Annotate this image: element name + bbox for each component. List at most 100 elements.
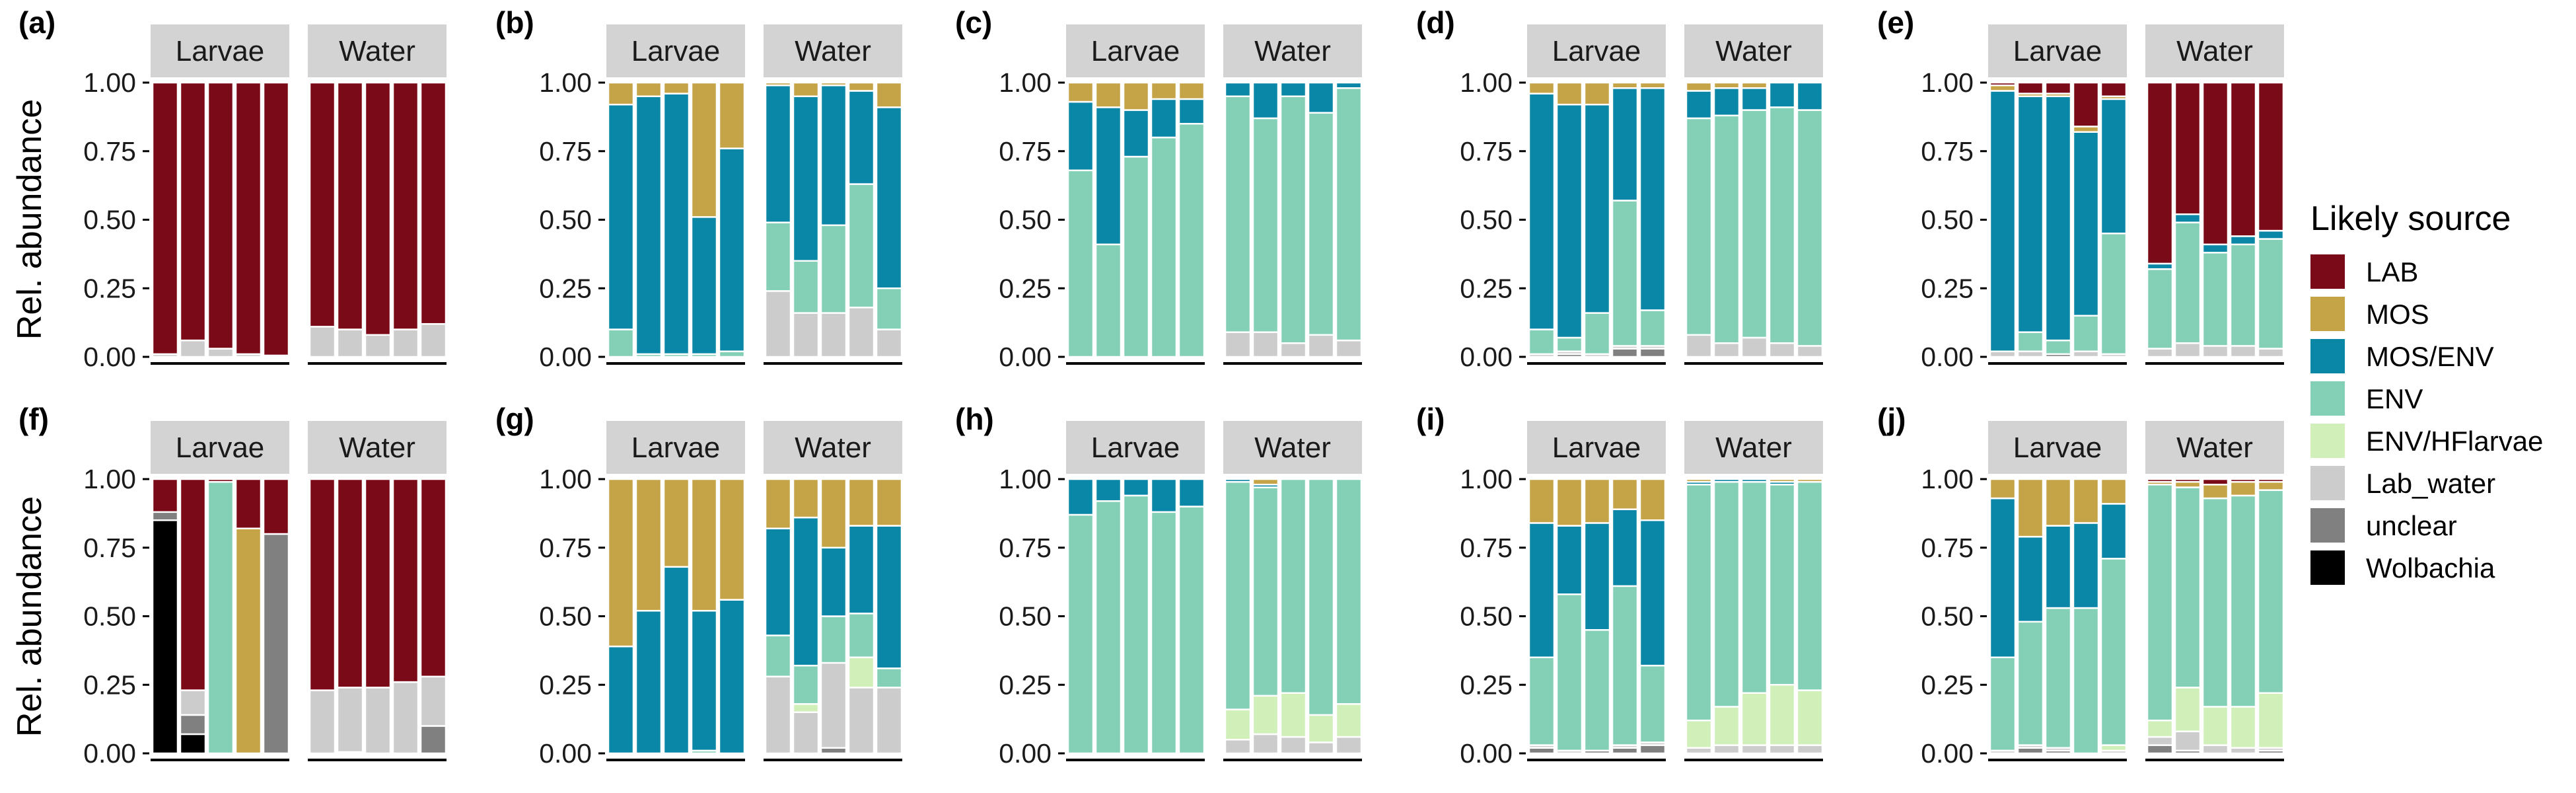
bar-segment-lab-water — [419, 675, 447, 727]
bar-segment-mos-env — [820, 84, 847, 227]
bar-segment-env-hflarvae — [1252, 695, 1279, 736]
legend-label: unclear — [2366, 510, 2457, 541]
bar-segment-lab-water — [2174, 342, 2201, 358]
bar-segment-env — [207, 480, 234, 755]
bar-segment-mos — [764, 478, 792, 529]
y-tick-label: 0.00 — [999, 342, 1052, 372]
facet-strip — [1684, 24, 1823, 77]
panel-label: (d) — [1416, 5, 1455, 40]
legend: Likely source LAB MOS MOS/ENV ENV ENV/HFlarv… — [2310, 200, 2543, 585]
bar-segment-mos-env — [1067, 478, 1094, 516]
bar-segment-env — [1335, 87, 1363, 342]
bar-segment-lab-water — [2146, 348, 2174, 358]
bar-segment-lab-water — [1307, 741, 1335, 755]
bar-segment-env — [2146, 268, 2174, 350]
bar-segment-lab-water — [392, 328, 419, 358]
bar-segment-env — [2044, 339, 2072, 356]
bar-segment-lab-water — [2201, 744, 2229, 755]
bar-segment-env-hflarvae — [2174, 687, 2201, 733]
bar-segment-lab — [179, 478, 207, 691]
bar-segment-lab — [2257, 478, 2285, 483]
bar-segment-lab-water — [875, 328, 903, 358]
bar-segment-mos — [2257, 480, 2285, 491]
bar-segment-lab — [336, 478, 364, 689]
bar-segment-env-hflarvae — [1307, 714, 1335, 743]
y-tick-label: 0.50 — [1460, 601, 1513, 632]
bar-segment-lab — [2017, 81, 2044, 94]
bar-segment-mos-env — [607, 103, 635, 330]
bar-segment-env-hflarvae — [2257, 692, 2285, 749]
legend-label: ENV/HFlarvae — [2366, 426, 2543, 457]
bar-segment-mos-env — [1178, 98, 1205, 125]
bar-segment-lab-water — [1224, 331, 1252, 358]
bar-segment-unclear — [1639, 744, 1666, 755]
bar-segment-env — [1067, 513, 1094, 755]
bar-segment-lab — [234, 81, 262, 356]
bar-segment-env-hflarvae — [1713, 706, 1740, 746]
bar-segment-mos-env — [1768, 81, 1796, 108]
facet-strip — [308, 421, 447, 474]
bar-segment-env-hflarvae — [792, 703, 820, 714]
y-tick-label: 0.25 — [1460, 669, 1513, 700]
bar-segment-lab-water — [1252, 733, 1279, 755]
bar-segment-mos-env — [764, 527, 792, 636]
bar-segment-env — [2257, 238, 2285, 350]
bar-segment-lab — [2257, 81, 2285, 232]
facet-strip — [151, 24, 289, 77]
bar-segment-env — [2229, 494, 2257, 708]
y-tick-label: 0.50 — [1921, 205, 1974, 235]
bar-segment-mos-env — [1178, 478, 1205, 508]
bar-segment-mos-env — [1639, 87, 1666, 311]
bar-segment-mos-env — [1150, 478, 1178, 513]
bar-segment-lab — [234, 478, 262, 529]
bar-segment-lab-water — [336, 328, 364, 358]
bar-segment-env — [2017, 621, 2044, 746]
panel-label: (i) — [1416, 402, 1445, 436]
bar-segment-mos — [1150, 81, 1178, 100]
bar-segment-mos — [607, 81, 635, 106]
bar-segment-env — [764, 634, 792, 678]
y-tick-label: 0.75 — [83, 533, 136, 563]
legend-swatch — [2310, 550, 2345, 585]
bar-segment-env — [2257, 489, 2285, 694]
y-tick-label: 0.50 — [999, 205, 1052, 235]
y-tick-label: 0.00 — [1921, 342, 1974, 372]
bar-segment-env — [1178, 123, 1205, 358]
y-tick-label: 1.00 — [999, 464, 1052, 494]
bar-segment-lab-water — [1335, 736, 1363, 755]
bar-segment-lab — [308, 478, 336, 691]
y-tick-label: 0.25 — [83, 273, 136, 303]
facet-strip-label: Larvae — [1552, 432, 1641, 464]
bar-segment-mos-env — [1583, 103, 1611, 314]
legend-swatch — [2310, 508, 2345, 543]
bar-segment-env — [1528, 656, 1556, 746]
panel-b: (b) 0.00 0.25 0.50 0.75 1.00 Larvae Water — [495, 5, 903, 372]
bar-segment-mos — [1740, 81, 1768, 89]
bar-segment-mos — [1528, 81, 1556, 94]
bar-segment-env — [1796, 480, 1824, 691]
bar-segment-env — [1094, 500, 1122, 755]
bar-segment-lab — [179, 81, 207, 342]
bar-segment-mos-env — [1067, 100, 1094, 172]
panel-label: (e) — [1877, 5, 1914, 40]
bar-segment-mos — [847, 478, 875, 527]
bar-segment-mos-env — [1583, 522, 1611, 631]
bar-segment-lab-water — [764, 675, 792, 755]
facet-strip — [606, 421, 745, 474]
bar-segment-mos — [662, 478, 690, 568]
y-tick-label: 0.75 — [1460, 533, 1513, 563]
bar-segment-mos — [820, 478, 847, 548]
y-axis-title-bottom: Rel. abundance — [11, 496, 49, 737]
bar-segment-env — [1713, 480, 1740, 708]
y-tick-label: 0.75 — [539, 533, 592, 563]
y-tick-label: 1.00 — [999, 67, 1052, 98]
bar-segment-mos — [1768, 478, 1796, 483]
bar-segment-lab — [262, 81, 290, 357]
panel-a: (a) 0.00 0.25 0.50 0.75 1.00 Larvae Water — [18, 5, 447, 372]
bar-segment-env — [1768, 106, 1796, 344]
y-tick-label: 1.00 — [1921, 67, 1974, 98]
bar-segment-env — [1639, 664, 1666, 743]
bar-segment-env — [1122, 494, 1150, 755]
bar-segment-mos-env — [764, 84, 792, 223]
bar-segment-mos — [1713, 81, 1740, 89]
